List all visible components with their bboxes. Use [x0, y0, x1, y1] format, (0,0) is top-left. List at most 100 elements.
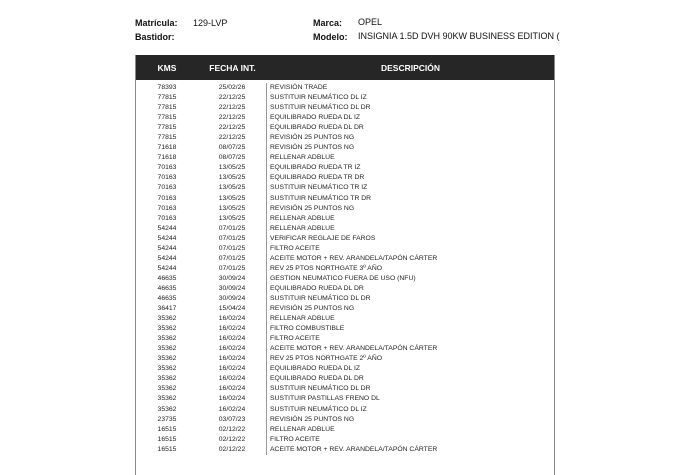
descripcion-cell: REV 25 PTOS NORTHGATE 2º AÑO: [270, 355, 383, 363]
descripcion-cell: SUSTITUIR NEUMÁTICO DL DR: [270, 104, 371, 112]
kms-cell: 16515: [157, 435, 177, 443]
descripcion-cell: SUSTITUIR NEUMÁTICO TR DR: [270, 194, 372, 202]
fecha-cell: 13/05/25: [198, 163, 267, 174]
kms-cell: 35362: [157, 385, 177, 393]
descripcion-cell: FILTRO COMBUSTIBLE: [270, 325, 345, 333]
descripcion-cell: EQUILIBRADO RUEDA DL IZ: [270, 365, 361, 373]
descripcion-cell: EQUILIBRADO RUEDA DL DR: [270, 284, 364, 292]
fecha-cell: 07/01/25: [198, 223, 267, 234]
descripcion-cell: REVISIÓN 25 PUNTOS NG: [270, 204, 355, 212]
descripcion-cell: REVISIÓN 25 PUNTOS NG: [270, 134, 355, 142]
table-row: 35362 16/02/24 SUSTITUIR NEUMÁTICO DL IZ: [136, 404, 554, 415]
fecha-cell: 22/12/25: [198, 113, 267, 124]
kms-cell: 77815: [157, 104, 177, 112]
table-row: 35362 16/02/24 REV 25 PTOS NORTHGATE 2º AÑ…: [136, 354, 554, 365]
table-row: 36417 15/04/24 REVISIÓN 25 PUNTOS NG: [136, 304, 554, 315]
fecha-cell: 16/02/24: [198, 324, 267, 335]
kms-cell: 54244: [157, 264, 177, 272]
fecha-cell: 02/12/22: [198, 444, 267, 455]
kms-cell: 71618: [157, 144, 177, 152]
descripcion-cell: VERIFICAR REGLAJE DE FAROS: [270, 234, 376, 242]
fecha-cell: 16/02/24: [198, 344, 267, 355]
fecha-cell: 07/01/25: [198, 233, 267, 244]
kms-cell: 35362: [157, 355, 177, 363]
kms-cell: 16515: [157, 425, 177, 433]
fecha-cell: 13/05/25: [198, 213, 267, 224]
kms-cell: 36417: [157, 305, 177, 313]
descripcion-cell: REVISIÓN 25 PUNTOS NG: [270, 415, 355, 423]
fecha-cell: 22/12/25: [198, 93, 267, 104]
table-row: 70163 13/05/25 REVISIÓN 25 PUNTOS NG: [136, 203, 554, 214]
fecha-cell: 22/12/25: [198, 133, 267, 144]
table-row: 23735 03/07/23 REVISIÓN 25 PUNTOS NG: [136, 414, 554, 425]
kms-cell: 77815: [157, 114, 177, 122]
table-row: 54244 07/01/25 FILTRO ACEITE: [136, 243, 554, 254]
kms-cell: 70163: [157, 174, 177, 182]
modelo-value: INSIGNIA 1.5D DVH 90KW BUSINESS EDITION …: [358, 31, 560, 41]
descripcion-cell: SUSTITUIR PASTILLAS FRENO DL: [270, 395, 380, 403]
matricula-value: 129-LVP: [193, 18, 228, 28]
fecha-cell: 13/05/25: [198, 173, 267, 184]
fecha-cell: 16/02/24: [198, 364, 267, 375]
descripcion-cell: RELLENAR ADBLUE: [270, 154, 335, 162]
maintenance-table: KMS FECHA INT. DESCRIPCIÓN 78393 25/02/26…: [135, 55, 555, 475]
table-row: 70163 13/05/25 EQUILIBRADO RUEDA TR IZ: [136, 163, 554, 174]
table-row: 35362 16/02/24 SUSTITUIR PASTILLAS FRENO D…: [136, 394, 554, 405]
table-row: 16515 02/12/22 RELLENAR ADBLUE: [136, 424, 554, 435]
fecha-cell: 07/01/25: [198, 253, 267, 264]
kms-cell: 77815: [157, 94, 177, 102]
fecha-cell: 16/02/24: [198, 314, 267, 325]
descripcion-cell: REVISIÓN 25 PUNTOS NG: [270, 144, 355, 152]
kms-cell: 54244: [157, 244, 177, 252]
fecha-cell: 16/02/24: [198, 334, 267, 345]
fecha-cell: 13/05/25: [198, 203, 267, 214]
fecha-cell: 07/01/25: [198, 263, 267, 274]
kms-cell: 70163: [157, 194, 177, 202]
table-row: 70163 13/05/25 SUSTITUIR NEUMÁTICO TR DR: [136, 193, 554, 204]
fecha-cell: 16/02/24: [198, 354, 267, 365]
fecha-cell: 02/12/22: [198, 434, 267, 445]
descripcion-cell: EQUILIBRADO RUEDA DL IZ: [270, 114, 361, 122]
table-row: 35362 16/02/24 FILTRO ACEITE: [136, 334, 554, 345]
table-row: 54244 07/01/25 VERIFICAR REGLAJE DE FAROS: [136, 233, 554, 244]
table-row: 16515 02/12/22 ACEITE MOTOR + REV. ARANDEL…: [136, 444, 554, 455]
kms-cell: 46635: [157, 274, 177, 282]
kms-cell: 54244: [157, 234, 177, 242]
descripcion-cell: RELLENAR ADBLUE: [270, 214, 335, 222]
table-row: 71618 08/07/25 REVISIÓN 25 PUNTOS NG: [136, 143, 554, 154]
table-row: 77815 22/12/25 EQUILIBRADO RUEDA DL IZ: [136, 113, 554, 124]
table-row: 35362 16/02/24 FILTRO COMBUSTIBLE: [136, 324, 554, 335]
descripcion-cell: RELLENAR ADBLUE: [270, 425, 335, 433]
fecha-cell: 16/02/24: [198, 384, 267, 395]
descripcion-cell: EQUILIBRADO RUEDA DL DR: [270, 375, 364, 383]
fecha-cell: 22/12/25: [198, 123, 267, 134]
fecha-cell: 13/05/25: [198, 193, 267, 204]
kms-cell: 23735: [157, 415, 177, 423]
table-row: 35362 16/02/24 RELLENAR ADBLUE: [136, 314, 554, 325]
descripcion-cell: RELLENAR ADBLUE: [270, 224, 335, 232]
descripcion-cell: SUSTITUIR NEUMÁTICO DL IZ: [270, 94, 367, 102]
descripcion-cell: RELLENAR ADBLUE: [270, 315, 335, 323]
header-kms: KMS: [157, 62, 177, 73]
kms-cell: 16515: [157, 445, 177, 453]
table-row: 46635 30/09/24 SUSTITUIR NEUMÁTICO DL DR: [136, 293, 554, 305]
kms-cell: 70163: [157, 204, 177, 212]
table-row: 54244 07/01/25 RELLENAR ADBLUE: [136, 223, 554, 234]
bastidor-label: Bastidor:: [135, 32, 175, 42]
table-row: 77815 22/12/25 SUSTITUIR NEUMÁTICO DL IZ: [136, 93, 554, 104]
marca-label: Marca:: [313, 18, 343, 28]
descripcion-cell: EQUILIBRADO RUEDA DL DR: [270, 124, 364, 132]
descripcion-cell: ACEITE MOTOR + REV. ARANDELA/TAPÓN CÁRTE…: [270, 345, 438, 353]
marca-value: OPEL: [358, 17, 383, 27]
kms-cell: 35362: [157, 345, 177, 353]
fecha-cell: 25/02/26: [198, 83, 267, 94]
fecha-cell: 30/09/24: [198, 273, 267, 284]
table-row: 54244 07/01/25 REV 25 PTOS NORTHGATE 3º AÑ…: [136, 263, 554, 274]
fecha-cell: 08/07/25: [198, 153, 267, 164]
kms-cell: 71618: [157, 154, 177, 162]
table-row: 78393 25/02/26 REVISIÓN TRADE: [136, 83, 554, 94]
descripcion-cell: SUSTITUIR NEUMÁTICO DL IZ: [270, 405, 367, 413]
table-row: 77815 22/12/25 EQUILIBRADO RUEDA DL DR: [136, 123, 554, 134]
fecha-cell: 07/01/25: [198, 243, 267, 254]
table-row: 35362 16/02/24 SUSTITUIR NEUMÁTICO DL DR: [136, 384, 554, 395]
